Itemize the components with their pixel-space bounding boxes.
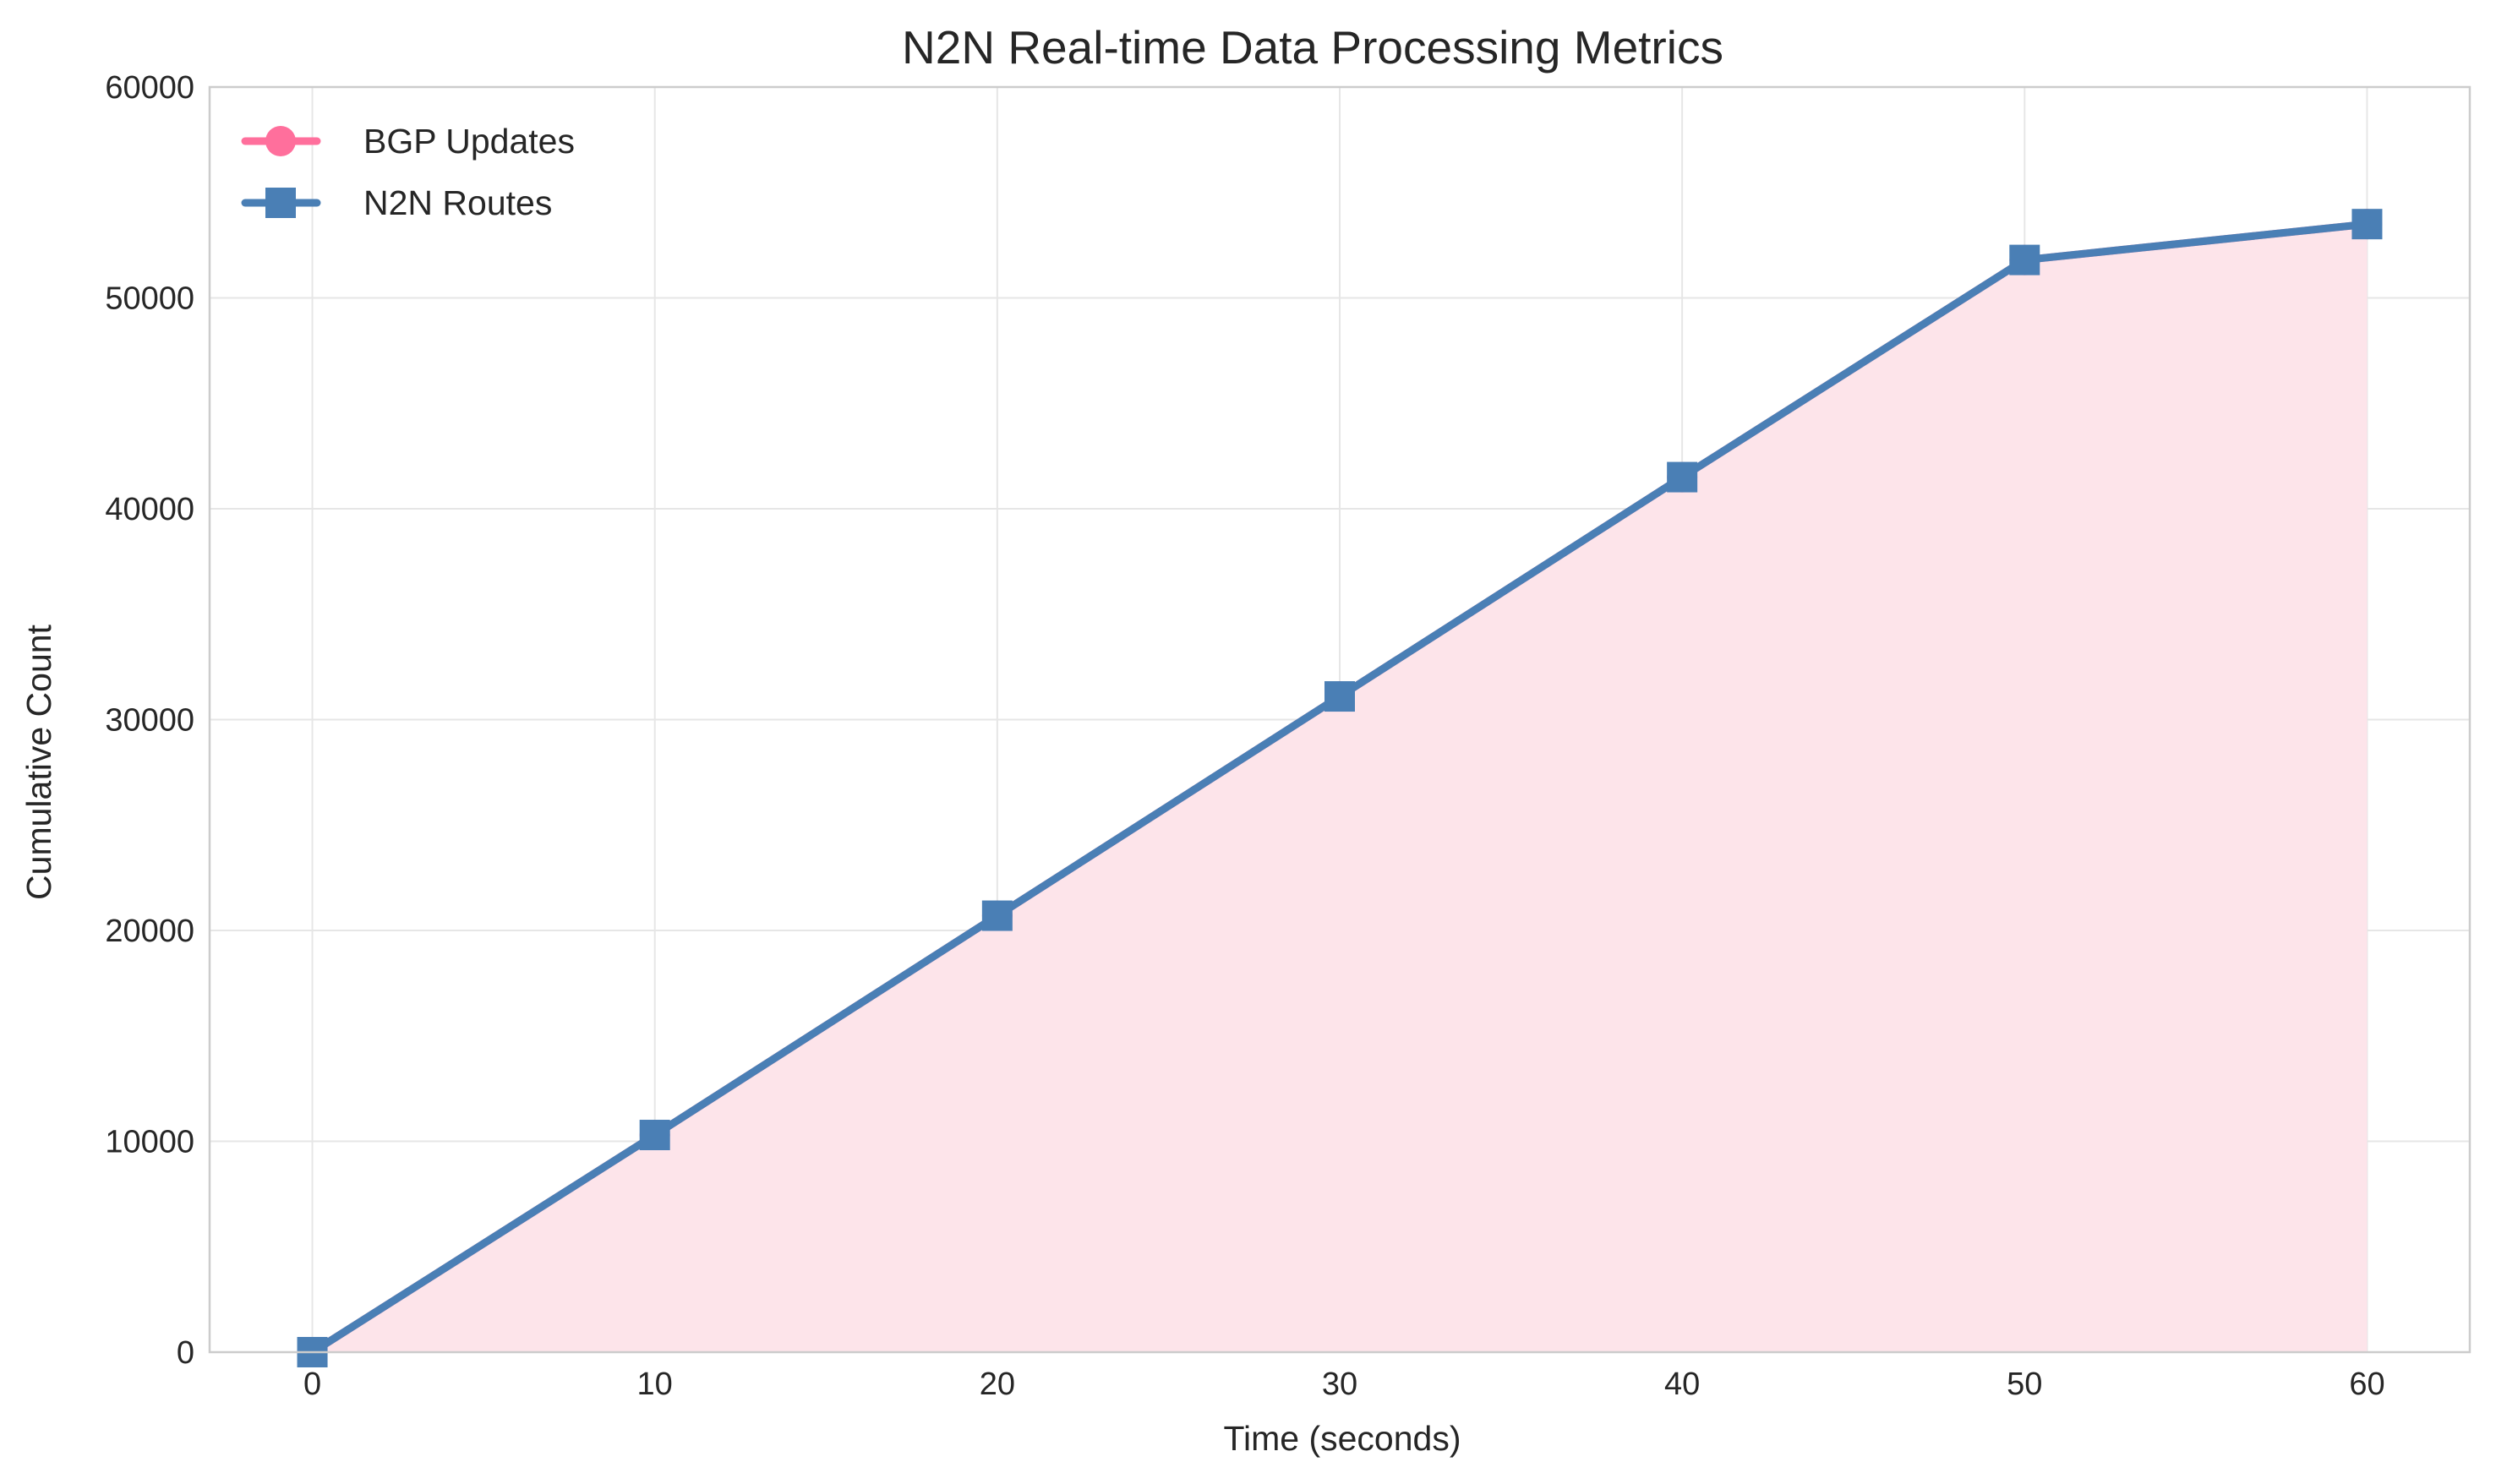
data-point <box>2009 244 2040 276</box>
y-tick-label: 60000 <box>105 70 194 106</box>
plot-frame <box>208 85 2471 1354</box>
data-point <box>1667 461 1698 493</box>
y-tick-label: 40000 <box>105 492 194 527</box>
legend-label: N2N Routes <box>363 183 552 222</box>
x-tick-label: 10 <box>637 1367 673 1402</box>
legend-marker <box>265 188 296 218</box>
x-tick-label: 30 <box>1322 1367 1357 1402</box>
data-point <box>1324 681 1355 712</box>
legend: BGP Updates N2N Routes <box>241 122 575 222</box>
chart-title: N2N Real-time Data Processing Metrics <box>902 21 1723 74</box>
y-tick-label: 20000 <box>105 914 194 949</box>
y-axis-ticks: 0 10000 20000 30000 40000 50000 60000 <box>105 70 194 1371</box>
y-tick-label: 10000 <box>105 1125 194 1160</box>
area-fill <box>312 224 2368 1352</box>
data-point <box>2351 209 2383 240</box>
x-tick-label: 50 <box>2007 1367 2042 1402</box>
x-tick-label: 20 <box>980 1367 1015 1402</box>
x-tick-label: 40 <box>1664 1367 1700 1402</box>
legend-item: BGP Updates <box>241 122 575 161</box>
x-axis-ticks: 0 10 20 30 40 50 60 <box>303 1367 2385 1402</box>
x-tick-label: 60 <box>2349 1367 2384 1402</box>
y-tick-label: 30000 <box>105 703 194 739</box>
x-tick-label: 0 <box>303 1367 321 1402</box>
data-point <box>639 1120 670 1151</box>
y-tick-label: 0 <box>177 1335 194 1371</box>
series-n2n-routes <box>297 209 2383 1367</box>
x-axis-label: Time (seconds) <box>1224 1419 1461 1458</box>
fill-layer <box>312 224 2368 1352</box>
y-axis-label: Cumulative Count <box>19 624 58 899</box>
legend-item: N2N Routes <box>241 183 552 222</box>
legend-label: BGP Updates <box>363 122 575 161</box>
series-layer <box>297 209 2383 1367</box>
data-point <box>981 900 1013 931</box>
legend-marker <box>265 126 296 156</box>
y-tick-label: 50000 <box>105 281 194 317</box>
